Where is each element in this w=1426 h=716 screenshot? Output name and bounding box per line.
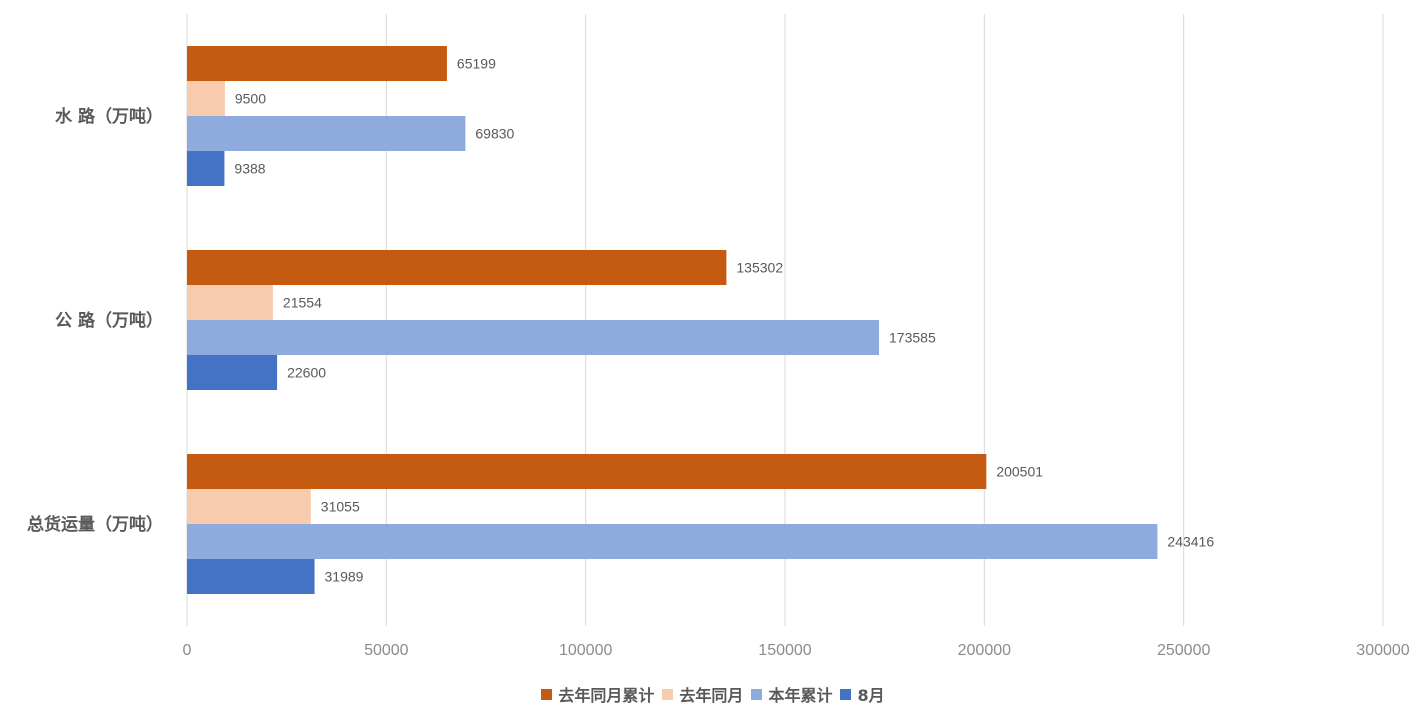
data-label: 31989 bbox=[325, 569, 364, 585]
bar bbox=[187, 489, 311, 524]
data-label: 9500 bbox=[235, 91, 266, 107]
data-label: 9388 bbox=[234, 161, 265, 177]
data-label: 135302 bbox=[736, 260, 783, 276]
bar bbox=[187, 559, 315, 594]
data-label: 200501 bbox=[996, 464, 1043, 480]
axes: 0 50000 100000 150000 200000 250000 300000 bbox=[183, 642, 1410, 659]
bars bbox=[187, 46, 1158, 594]
data-label: 31055 bbox=[321, 499, 360, 515]
legend-label: 去年同月累计 bbox=[558, 686, 655, 705]
legend: 去年同月累计 去年同月 本年累计 8月 bbox=[0, 682, 1426, 706]
x-tick-label: 250000 bbox=[1157, 642, 1210, 659]
bar bbox=[187, 524, 1158, 559]
data-label: 65199 bbox=[457, 56, 496, 72]
legend-label: 8月 bbox=[857, 686, 885, 705]
x-tick-label: 200000 bbox=[958, 642, 1011, 659]
legend-swatch bbox=[840, 688, 852, 700]
bar bbox=[187, 355, 278, 390]
legend-item: 去年同月 bbox=[662, 682, 743, 706]
legend-label: 本年累计 bbox=[768, 686, 833, 705]
legend-label: 去年同月 bbox=[679, 686, 744, 705]
category-label: 水 路（万吨） bbox=[55, 106, 163, 127]
x-tick-label: 100000 bbox=[559, 642, 612, 659]
category-label: 公 路（万吨） bbox=[55, 310, 163, 331]
bar bbox=[187, 320, 880, 355]
legend-swatch bbox=[541, 688, 553, 700]
data-label: 69830 bbox=[475, 126, 514, 142]
bar bbox=[187, 116, 466, 151]
bar bbox=[187, 454, 987, 489]
bar bbox=[187, 151, 225, 186]
legend-swatch bbox=[662, 688, 674, 700]
bar bbox=[187, 81, 225, 116]
labels: 65199 9500 69830 9388 水 路（万吨） 135302 21554 1735… bbox=[27, 56, 1214, 585]
legend-item: 去年同月累计 bbox=[541, 682, 654, 706]
bar bbox=[187, 285, 273, 320]
x-tick-label: 150000 bbox=[758, 642, 811, 659]
bar bbox=[187, 250, 727, 285]
x-tick-label: 0 bbox=[183, 642, 192, 659]
x-tick-label: 300000 bbox=[1356, 642, 1409, 659]
data-label: 21554 bbox=[283, 295, 322, 311]
legend-item: 8月 bbox=[840, 682, 885, 706]
bar bbox=[187, 46, 447, 81]
data-label: 22600 bbox=[287, 365, 326, 381]
legend-swatch bbox=[751, 688, 763, 700]
category-label: 总货运量（万吨） bbox=[27, 514, 163, 535]
legend-item: 本年累计 bbox=[751, 682, 832, 706]
data-label: 243416 bbox=[1167, 534, 1214, 550]
data-label: 173585 bbox=[889, 330, 936, 346]
x-tick-label: 50000 bbox=[364, 642, 409, 659]
